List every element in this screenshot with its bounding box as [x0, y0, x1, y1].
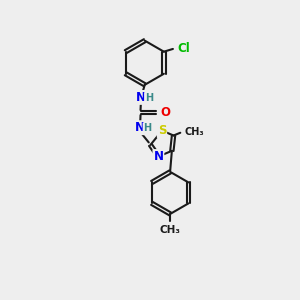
Text: CH₃: CH₃: [185, 127, 205, 137]
Text: S: S: [158, 124, 166, 137]
Text: N: N: [136, 91, 146, 104]
Text: Cl: Cl: [177, 42, 190, 55]
Text: N: N: [153, 150, 164, 163]
Text: N: N: [134, 121, 145, 134]
Text: H: H: [145, 93, 153, 103]
Text: H: H: [143, 123, 152, 133]
Text: CH₃: CH₃: [160, 225, 181, 235]
Text: O: O: [160, 106, 170, 119]
